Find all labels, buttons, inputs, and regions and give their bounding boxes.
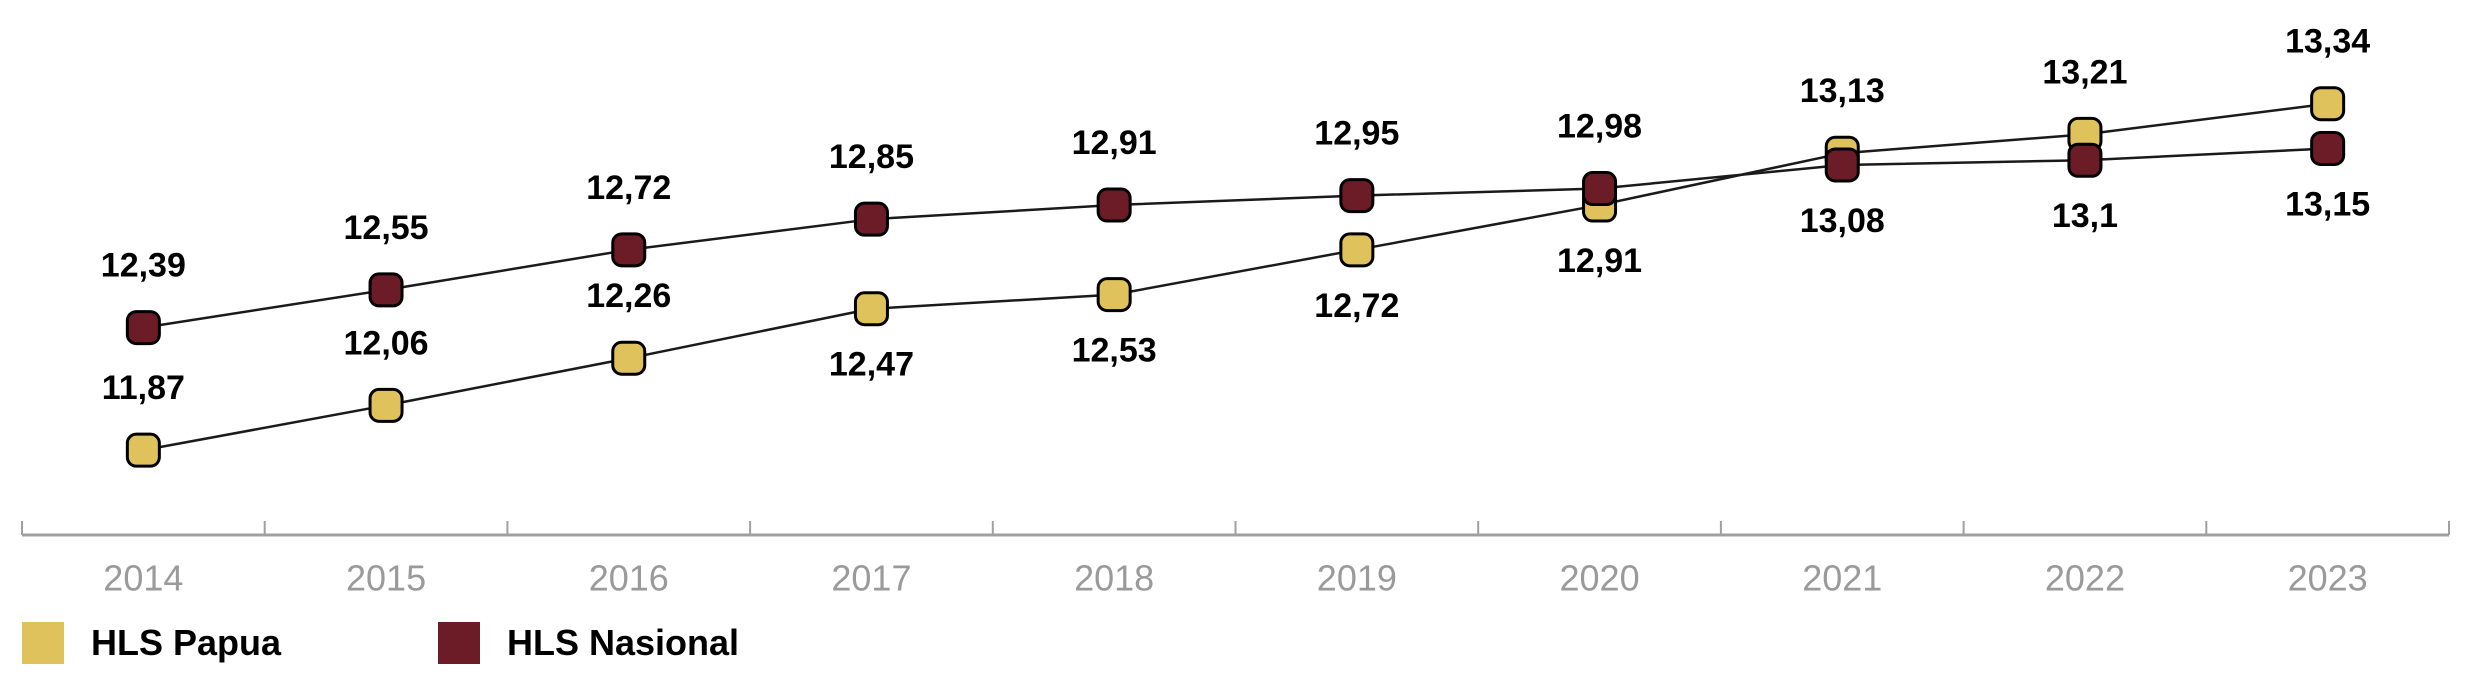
data-label-nasional: 12,91 [1072, 124, 1157, 162]
data-point-nasional[interactable] [2310, 130, 2346, 166]
data-label-nasional: 12,55 [344, 209, 429, 247]
data-label-papua: 11,87 [102, 369, 185, 407]
data-label-papua: 12,53 [1072, 332, 1157, 370]
series-line-nasional [143, 147, 2328, 329]
data-point-nasional[interactable] [368, 272, 404, 308]
data-label-papua: 12,47 [829, 346, 914, 384]
x-tick-label: 2019 [1317, 558, 1397, 599]
legend-swatch-papua [22, 622, 64, 664]
data-label-nasional: 12,85 [829, 138, 914, 176]
x-tick-label: 2014 [103, 558, 183, 599]
data-point-nasional[interactable] [1824, 147, 1860, 183]
data-point-papua[interactable] [368, 387, 404, 423]
series-line-papua [143, 102, 2328, 452]
data-label-nasional: 13,1 [2052, 197, 2118, 235]
legend-swatch-nasional [438, 622, 480, 664]
data-point-nasional[interactable] [1339, 178, 1375, 214]
data-point-nasional[interactable] [1096, 187, 1132, 223]
x-tick-label: 2020 [1560, 558, 1640, 599]
data-point-papua[interactable] [1339, 232, 1375, 268]
legend-item-hls-papua[interactable]: HLS Papua [22, 622, 438, 664]
x-tick-label: 2016 [589, 558, 669, 599]
data-point-papua[interactable] [125, 432, 161, 468]
data-point-nasional[interactable] [1582, 171, 1618, 207]
data-point-nasional[interactable] [125, 310, 161, 346]
data-label-nasional: 13,08 [1800, 202, 1885, 240]
data-point-nasional[interactable] [2067, 142, 2103, 178]
data-label-nasional: 12,95 [1314, 115, 1399, 153]
legend-label: HLS Papua [91, 622, 282, 663]
data-point-papua[interactable] [853, 291, 889, 327]
data-label-papua: 12,72 [1314, 287, 1399, 325]
data-point-nasional[interactable] [611, 232, 647, 268]
data-label-nasional: 13,15 [2285, 185, 2370, 223]
data-point-papua[interactable] [2310, 86, 2346, 122]
x-tick-label: 2023 [2288, 558, 2368, 599]
data-point-nasional[interactable] [853, 201, 889, 237]
data-label-papua: 12,26 [586, 277, 671, 315]
x-tick-label: 2018 [1074, 558, 1154, 599]
legend: HLS Papua HLS Nasional [22, 622, 739, 664]
x-tick-label: 2021 [1802, 558, 1882, 599]
data-label-papua: 13,13 [1800, 72, 1885, 110]
data-point-papua[interactable] [611, 340, 647, 376]
data-label-nasional: 12,98 [1557, 108, 1642, 146]
data-label-papua: 13,34 [2285, 23, 2370, 61]
data-label-papua: 12,91 [1557, 242, 1642, 280]
x-tick-label: 2017 [831, 558, 911, 599]
data-label-papua: 12,06 [344, 324, 429, 362]
x-tick-label: 2022 [2045, 558, 2125, 599]
x-tick-label: 2015 [346, 558, 426, 599]
data-label-nasional: 12,39 [101, 247, 186, 285]
legend-item-hls-nasional[interactable]: HLS Nasional [438, 622, 739, 664]
data-label-nasional: 12,72 [586, 169, 671, 207]
legend-label: HLS Nasional [507, 622, 740, 663]
data-point-papua[interactable] [1096, 277, 1132, 313]
data-label-papua: 13,21 [2042, 53, 2127, 91]
